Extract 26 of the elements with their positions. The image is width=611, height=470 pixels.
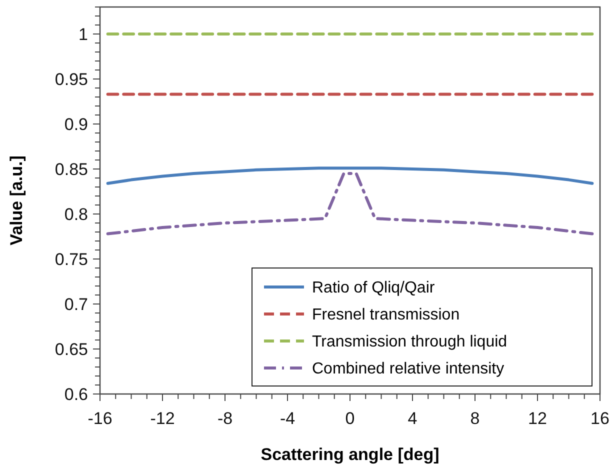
y-tick-label: 1 xyxy=(78,24,88,44)
legend-label: Transmission through liquid xyxy=(312,334,508,351)
legend-label: Ratio of Qliq/Qair xyxy=(312,280,436,297)
x-tick-label: 12 xyxy=(528,409,547,428)
x-tick-label: -12 xyxy=(150,409,175,428)
x-axis-title: Scattering angle [deg] xyxy=(260,445,440,464)
y-tick-label: 0.8 xyxy=(64,204,88,224)
x-tick-label: -4 xyxy=(280,409,296,428)
y-axis-title: Value [a.u.] xyxy=(7,156,26,246)
x-tick-label: -16 xyxy=(88,409,112,428)
y-tick-label: 0.75 xyxy=(54,250,88,269)
y-tick-label: 0.95 xyxy=(54,70,88,89)
x-tick-label: 0 xyxy=(345,409,355,428)
y-tick-label: 0.6 xyxy=(64,384,88,404)
y-tick-label: 0.85 xyxy=(54,160,88,179)
y-tick-label: 0.65 xyxy=(54,340,88,359)
legend-label: Fresnel transmission xyxy=(312,306,460,324)
x-tick-label: 8 xyxy=(470,409,480,428)
x-tick-label: 4 xyxy=(408,409,418,428)
line-series xyxy=(106,172,594,236)
legend-label: Combined relative intensity xyxy=(312,360,504,378)
x-tick-label: 16 xyxy=(590,409,610,428)
y-tick-label: 0.7 xyxy=(64,294,88,314)
x-tick-label: -8 xyxy=(217,409,233,428)
y-tick-label: 0.9 xyxy=(64,114,88,134)
line-series xyxy=(106,166,594,185)
